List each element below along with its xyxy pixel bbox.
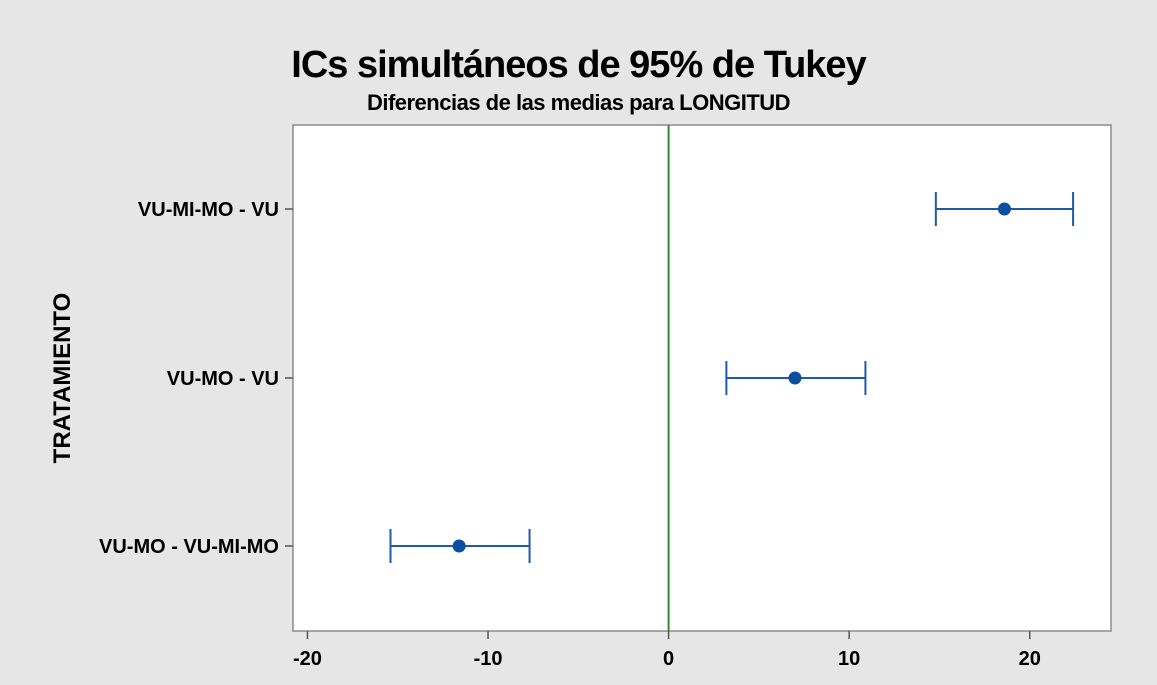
x-tick-label: -20 (293, 648, 322, 670)
x-tick-label: 20 (1019, 648, 1041, 670)
interval-mean-point (788, 371, 802, 385)
category-label: VU-MO - VU-MI-MO (99, 536, 279, 558)
x-tick-label: 0 (663, 648, 674, 670)
chart-title: ICs simultáneos de 95% de Tukey (291, 44, 866, 86)
plot-area (292, 124, 1112, 632)
x-tick-label: -10 (474, 648, 503, 670)
interval-mean-point (452, 539, 466, 553)
interval-2 (725, 361, 867, 395)
interval-3 (389, 529, 531, 563)
x-tick-label: 10 (838, 648, 860, 670)
interval-1 (934, 192, 1075, 226)
y-axis-title: TRATAMIENTO (49, 293, 76, 464)
category-label: VU-MO - VU (167, 368, 279, 390)
chart-subtitle: Diferencias de las medias para LONGITUD (366, 90, 791, 115)
category-label: VU-MI-MO - VU (138, 199, 279, 221)
interval-mean-point (997, 202, 1011, 216)
